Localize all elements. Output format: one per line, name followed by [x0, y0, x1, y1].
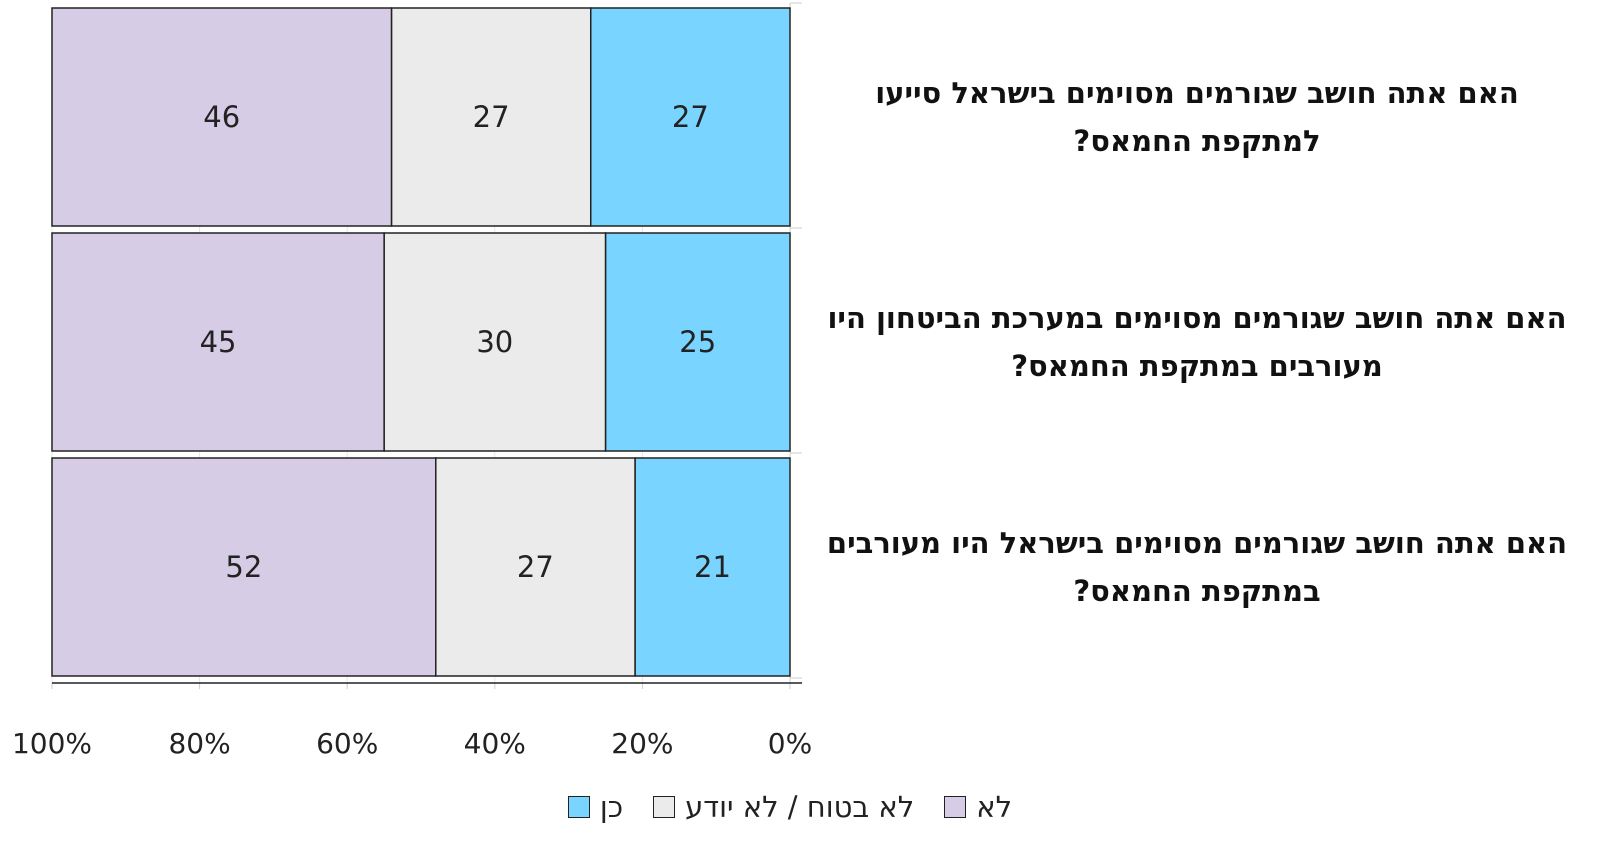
bar [435, 457, 636, 677]
data-label: 30 [476, 325, 513, 359]
data-label: 27 [517, 550, 554, 584]
data-label: 27 [473, 100, 510, 134]
x-tick-label: 60% [316, 727, 378, 760]
bar [51, 457, 437, 677]
legend-label: לא [976, 790, 1013, 824]
bar [383, 232, 607, 452]
legend-item: לא [944, 790, 1012, 824]
x-tick-label: 100% [12, 727, 92, 760]
data-label: 25 [679, 325, 716, 359]
legend-item: לא בטוח / לא יודע [653, 790, 914, 824]
x-tick-label: 40% [464, 727, 526, 760]
legend-swatch [944, 796, 967, 818]
x-tick-label: 20% [611, 727, 673, 760]
data-label: 46 [203, 100, 240, 134]
bar [604, 232, 791, 452]
legend-label: כן [599, 790, 624, 824]
data-label: 45 [200, 325, 237, 359]
data-label: 21 [694, 550, 731, 584]
bar [390, 7, 592, 227]
legend: לא לא בטוח / לא יודע כן [0, 790, 1580, 824]
bar [51, 232, 385, 452]
data-label: 52 [225, 550, 262, 584]
legend-swatch [567, 796, 590, 818]
legend-swatch [653, 796, 676, 818]
legend-item: כן [567, 790, 624, 824]
category-label: האם אתה חושב שגורמים מסוימים בישראל סייע… [875, 76, 1519, 158]
bar [634, 457, 791, 677]
bar [51, 7, 393, 227]
x-tick-label: 0% [768, 727, 812, 760]
legend-label: לא בטוח / לא יודע [685, 790, 915, 824]
category-label: האם אתה חושב שגורמים מסוימים בישראל היו … [826, 526, 1568, 608]
data-label: 27 [672, 100, 709, 134]
bar [589, 7, 791, 227]
category-label: האם אתה חושב שגורמים מסוימים במערכת הביט… [827, 301, 1567, 383]
x-tick-label: 80% [168, 727, 230, 760]
